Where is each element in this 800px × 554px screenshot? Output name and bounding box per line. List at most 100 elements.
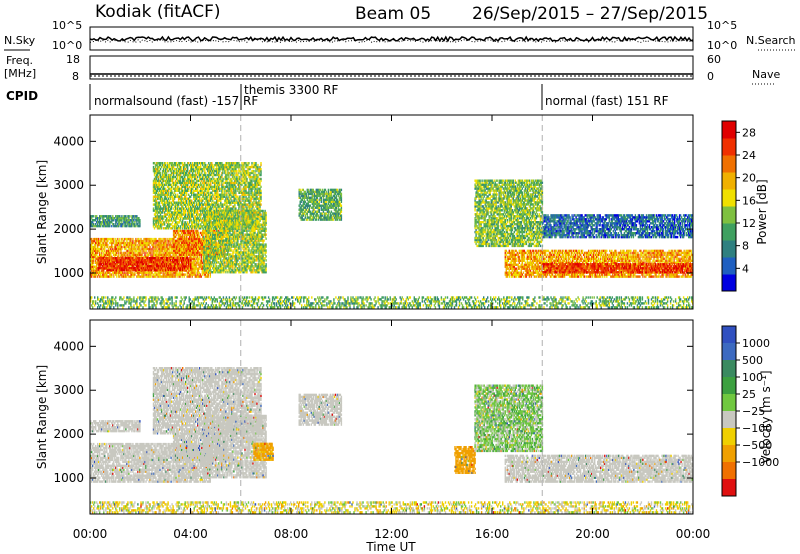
colorbar-swatch <box>722 155 736 173</box>
nave-label: Nave <box>752 68 780 81</box>
cpid-segment-normal: normal (fast) 151 RF <box>545 94 669 108</box>
colorbar-swatch <box>722 360 736 378</box>
freq-nave-panel: Freq. [MHz] 18 8 60 0 Nave <box>4 53 780 85</box>
power-echo-region <box>298 188 343 221</box>
velocity-echo-region <box>152 367 262 435</box>
colorbar-tick-label: 1000 <box>742 337 770 350</box>
colorbar-tick-label: 24 <box>742 149 756 162</box>
velocity-echo-region <box>298 393 343 426</box>
power-panel: 1000 2000 3000 4000 Slant Range [km] 4 8 12 16… <box>35 114 769 310</box>
ytick-label: 4000 <box>53 339 84 353</box>
ytick-label: 1000 <box>53 266 84 280</box>
colorbar-swatch <box>722 326 736 344</box>
ytick-label: 3000 <box>53 383 84 397</box>
xtick-label: 04:00 <box>173 527 208 541</box>
xtick-label: 08:00 <box>274 527 309 541</box>
colorbar-swatch <box>722 172 736 190</box>
velocity-axis: 1000 2000 3000 4000 <box>53 320 694 514</box>
site-title: Kodiak (fitACF) <box>95 2 221 22</box>
cpid-segment-normalsound: normalsound (fast) -157 RF <box>94 94 258 108</box>
nsky-tick-low: 10^0 <box>52 39 82 52</box>
nsky-trace <box>89 35 694 43</box>
colorbar-tick-label: 20 <box>742 172 756 185</box>
velocity-colorbar: 1000 500 100 25 −25 −100 −500 −1000 <box>721 325 779 497</box>
colorbar-swatch <box>722 411 736 429</box>
time-axis-label: Time UT <box>365 540 416 554</box>
colorbar-swatch <box>722 462 736 480</box>
colorbar-swatch <box>722 189 736 207</box>
date-range: 26/Sep/2015 – 27/Sep/2015 <box>472 4 708 24</box>
ytick-label: 1000 <box>53 471 84 485</box>
colorbar-swatch <box>722 223 736 241</box>
nave-tick-low: 0 <box>707 70 714 83</box>
ytick-label: 4000 <box>53 134 84 148</box>
power-echo-region <box>542 263 693 274</box>
velocity-echo-region <box>90 501 693 514</box>
xtick-label: 00:00 <box>73 527 108 541</box>
colorbar-tick-label: 8 <box>742 240 749 253</box>
power-heatmap <box>90 115 693 309</box>
xtick-label: 20:00 <box>575 527 610 541</box>
colorbar-tick-label: 16 <box>742 194 756 207</box>
time-axis: 00:00 04:00 08:00 12:00 16:00 20:00 00:00 <box>73 527 711 541</box>
nsearch-tick-high: 10^5 <box>707 19 737 32</box>
velocity-ylabel: Slant Range [km] <box>35 365 49 469</box>
freq-unit: [MHz] <box>4 67 36 80</box>
power-axis: 1000 2000 3000 4000 <box>53 115 694 309</box>
velocity-echo-region <box>474 384 544 453</box>
nsearch-tick-low: 10^0 <box>707 39 737 52</box>
beam-label: Beam 05 <box>355 4 431 24</box>
velocity-echo-region <box>504 454 693 483</box>
power-echo-region <box>152 162 262 230</box>
power-colorbar-label: Power [dB] <box>755 179 769 244</box>
colorbar-swatch <box>722 257 736 275</box>
velocity-echo-region <box>90 420 141 433</box>
ytick-label: 2000 <box>53 222 84 236</box>
colorbar-swatch <box>722 428 736 446</box>
colorbar-tick-label: −25 <box>742 405 765 418</box>
colorbar-tick-label: −500 <box>742 439 772 452</box>
colorbar-tick-label: −1000 <box>742 456 779 469</box>
colorbar-tick-label: −100 <box>742 422 772 435</box>
colorbar-swatch <box>722 445 736 463</box>
colorbar-tick-label: 25 <box>742 388 756 401</box>
nsky-tick-high: 10^5 <box>52 19 82 32</box>
power-echo-region <box>542 214 693 239</box>
cpid-panel: CPID normalsound (fast) -157 RF themis 3… <box>6 83 669 110</box>
cpid-label: CPID <box>6 89 38 103</box>
xtick-label: 00:00 <box>676 527 711 541</box>
colorbar-swatch <box>722 343 736 361</box>
nave-tick-high: 60 <box>707 53 721 66</box>
ytick-label: 2000 <box>53 427 84 441</box>
freq-label: Freq. <box>6 54 33 67</box>
cpid-segment-themis: themis 3300 RF <box>244 83 338 97</box>
colorbar-swatch <box>722 121 736 139</box>
power-echo-region <box>90 215 141 228</box>
nsearch-label: N.Search <box>746 34 796 47</box>
colorbar-swatch <box>722 394 736 412</box>
sky-search-panel: N.Sky 10^5 10^0 10^5 10^0 N.Search <box>4 19 796 52</box>
power-echo-region <box>90 296 693 309</box>
velocity-colorbar-label: Velocity [m s⁻¹] <box>759 370 773 463</box>
velocity-panel: 1000 2000 3000 4000 Slant Range [km] 1000 50… <box>35 319 779 515</box>
colorbar-frame <box>721 120 737 292</box>
power-ylabel: Slant Range [km] <box>35 160 49 264</box>
velocity-heatmap <box>90 320 693 514</box>
colorbar-tick-label: 4 <box>742 262 749 275</box>
colorbar-tick-label: 12 <box>742 217 756 230</box>
colorbar-tick-label: 100 <box>742 371 763 384</box>
freq-tick-low: 8 <box>72 70 79 83</box>
freq-tick-high: 18 <box>66 53 80 66</box>
colorbar-swatch <box>722 377 736 395</box>
nsky-label: N.Sky <box>4 34 36 47</box>
ytick-label: 3000 <box>53 178 84 192</box>
xtick-label: 12:00 <box>374 527 409 541</box>
power-colorbar: 4 8 12 16 20 24 28 <box>721 120 756 292</box>
colorbar-swatch <box>722 138 736 156</box>
xtick-label: 16:00 <box>475 527 510 541</box>
colorbar-tick-label: 500 <box>742 354 763 367</box>
colorbar-swatch <box>722 240 736 258</box>
colorbar-swatch <box>722 479 736 497</box>
power-echo-region <box>474 179 544 248</box>
